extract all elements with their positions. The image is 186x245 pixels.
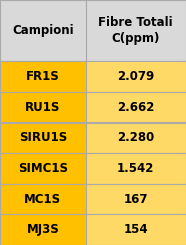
Text: MJ3S: MJ3S	[26, 223, 59, 236]
Text: SIMC1S: SIMC1S	[18, 162, 68, 175]
Text: 154: 154	[124, 223, 148, 236]
Text: 1.542: 1.542	[117, 162, 154, 175]
Text: 167: 167	[124, 193, 148, 206]
Text: RU1S: RU1S	[25, 101, 60, 114]
Text: Campioni: Campioni	[12, 24, 74, 37]
Text: Fibre Totali
C(ppm): Fibre Totali C(ppm)	[98, 16, 173, 45]
Text: MC1S: MC1S	[24, 193, 61, 206]
Text: 2.079: 2.079	[117, 70, 154, 83]
Text: SIRU1S: SIRU1S	[19, 131, 67, 144]
Text: 2.662: 2.662	[117, 101, 154, 114]
Text: FR1S: FR1S	[26, 70, 60, 83]
Text: 2.280: 2.280	[117, 131, 154, 144]
